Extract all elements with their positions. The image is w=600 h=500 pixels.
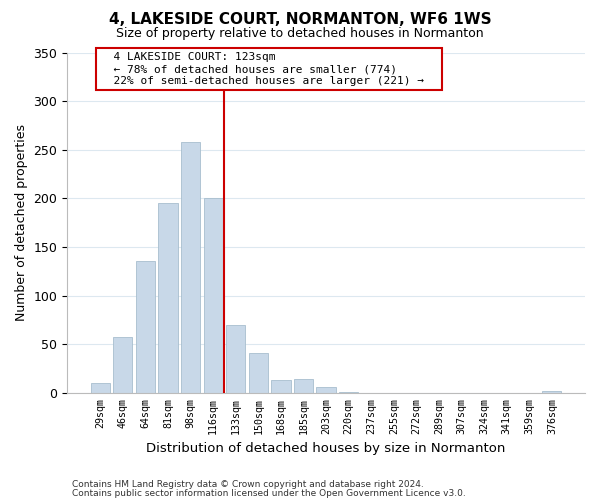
Text: Contains public sector information licensed under the Open Government Licence v3: Contains public sector information licen… bbox=[72, 489, 466, 498]
Bar bbox=[226, 324, 245, 393]
Bar bbox=[271, 380, 290, 393]
Text: 4 LAKESIDE COURT: 123sqm
  ← 78% of detached houses are smaller (774)
  22% of s: 4 LAKESIDE COURT: 123sqm ← 78% of detach… bbox=[100, 52, 438, 86]
Text: 4, LAKESIDE COURT, NORMANTON, WF6 1WS: 4, LAKESIDE COURT, NORMANTON, WF6 1WS bbox=[109, 12, 491, 28]
Bar bbox=[91, 383, 110, 393]
Bar bbox=[136, 260, 155, 393]
Text: Size of property relative to detached houses in Normanton: Size of property relative to detached ho… bbox=[116, 28, 484, 40]
Bar bbox=[181, 142, 200, 393]
Bar bbox=[339, 392, 358, 393]
X-axis label: Distribution of detached houses by size in Normanton: Distribution of detached houses by size … bbox=[146, 442, 506, 455]
Bar bbox=[294, 379, 313, 393]
Text: Contains HM Land Registry data © Crown copyright and database right 2024.: Contains HM Land Registry data © Crown c… bbox=[72, 480, 424, 489]
Bar bbox=[249, 353, 268, 393]
Bar bbox=[158, 203, 178, 393]
Bar bbox=[203, 198, 223, 393]
Bar bbox=[542, 391, 562, 393]
Bar bbox=[316, 387, 335, 393]
Bar bbox=[113, 338, 133, 393]
Y-axis label: Number of detached properties: Number of detached properties bbox=[15, 124, 28, 321]
